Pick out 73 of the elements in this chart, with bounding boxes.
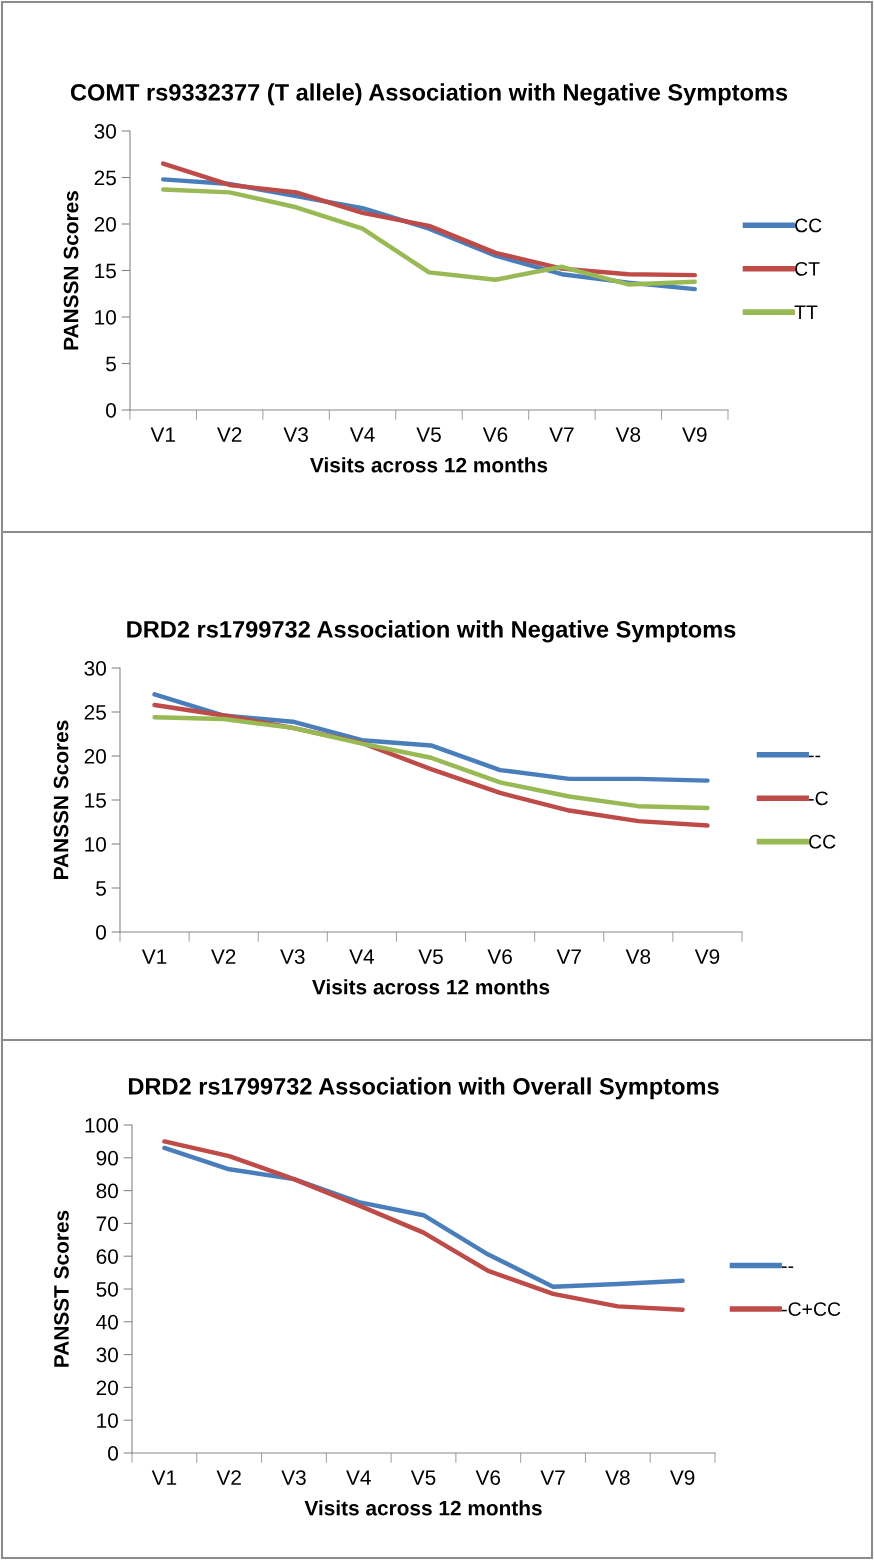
legend-label: CT xyxy=(795,261,820,276)
x-tick-label: V9 xyxy=(669,1470,695,1485)
legend-label: -- xyxy=(808,755,821,758)
x-tick-label: V1 xyxy=(151,1470,177,1485)
x-tick-label: V5 xyxy=(418,949,443,964)
y-tick-label: 0 xyxy=(96,925,106,940)
y-tick-label: 25 xyxy=(94,170,116,186)
y-tick-label: 10 xyxy=(95,310,116,325)
x-tick-label: V5 xyxy=(416,427,441,442)
x-tick-label: V3 xyxy=(280,949,305,964)
y-tick-label: 100 xyxy=(85,1118,118,1133)
y-tick-label: 60 xyxy=(96,1249,118,1264)
x-tick-label: V6 xyxy=(475,1470,501,1485)
y-tick-label: 25 xyxy=(84,705,106,720)
chart-title: DRD2 rs1799732 Association with Negative Symptoms xyxy=(127,620,736,643)
y-tick-label: 30 xyxy=(96,1347,118,1363)
x-tick-label: V3 xyxy=(283,427,308,442)
x-tick-label: V8 xyxy=(615,427,641,442)
x-tick-label: V5 xyxy=(410,1470,436,1485)
x-tick-label: V6 xyxy=(482,427,508,442)
x-tick-label: V2 xyxy=(217,427,242,442)
y-axis-title: PANSSN Scores xyxy=(63,191,79,350)
x-tick-label: V1 xyxy=(141,949,167,964)
x-tick-label: V4 xyxy=(349,427,375,442)
y-tick-label: 90 xyxy=(96,1150,118,1166)
y-tick-label: 50 xyxy=(96,1282,118,1297)
y-tick-label: 15 xyxy=(95,263,116,279)
x-tick-label: V1 xyxy=(150,427,175,442)
legend-label: CC xyxy=(809,834,836,849)
line-series xyxy=(152,692,710,783)
y-axis-title: PANSSN Scores xyxy=(53,720,69,879)
legend-label: TT xyxy=(794,305,818,319)
y-tick-label: 5 xyxy=(106,356,116,372)
x-tick-label: V8 xyxy=(605,1470,630,1485)
y-tick-label: 40 xyxy=(96,1314,118,1330)
chart-title: DRD2 rs1799732 Association with Overall Symptoms xyxy=(128,1077,719,1100)
line-series xyxy=(162,1139,685,1312)
x-axis-title: Visits across 12 months xyxy=(304,1500,542,1516)
x-tick-label: V6 xyxy=(487,949,512,964)
y-axis-title: PANSST Scores xyxy=(54,1210,69,1367)
y-tick-label: 0 xyxy=(108,1446,118,1461)
x-tick-label: V7 xyxy=(549,427,574,442)
y-tick-label: 5 xyxy=(96,881,106,896)
y-tick-label: 10 xyxy=(85,837,106,852)
y-tick-label: 20 xyxy=(96,1380,118,1396)
legend-label: -- xyxy=(781,1266,794,1268)
y-tick-label: 30 xyxy=(84,661,106,676)
x-tick-label: V3 xyxy=(281,1470,306,1485)
y-tick-label: 10 xyxy=(97,1413,118,1428)
y-tick-label: 0 xyxy=(106,403,116,418)
y-tick-label: 80 xyxy=(96,1183,118,1199)
x-tick-label: V9 xyxy=(682,427,707,442)
x-tick-label: V8 xyxy=(625,949,651,964)
y-tick-label: 15 xyxy=(85,793,106,808)
x-tick-label: V4 xyxy=(346,1470,371,1485)
line-series xyxy=(161,161,697,278)
x-tick-label: V4 xyxy=(349,949,375,964)
y-tick-label: 20 xyxy=(94,217,116,232)
x-tick-label: V2 xyxy=(216,1470,241,1485)
legend-label: -C+CC xyxy=(781,1302,841,1316)
chart-title: COMT rs9332377 (T allele) Association with Negative Symptoms xyxy=(70,83,788,106)
y-tick-label: 70 xyxy=(96,1216,118,1232)
legend-label: -C xyxy=(808,791,828,806)
x-tick-label: V9 xyxy=(694,949,720,964)
x-axis-title: Visits across 12 months xyxy=(312,979,550,995)
y-tick-label: 20 xyxy=(84,749,106,764)
x-axis-title: Visits across 12 months xyxy=(310,457,548,473)
line-series xyxy=(152,715,710,811)
legend-label: CC xyxy=(795,218,822,233)
x-tick-label: V7 xyxy=(540,1470,565,1485)
x-tick-label: V2 xyxy=(211,949,236,964)
x-tick-label: V7 xyxy=(556,949,581,964)
y-tick-label: 30 xyxy=(94,124,116,139)
